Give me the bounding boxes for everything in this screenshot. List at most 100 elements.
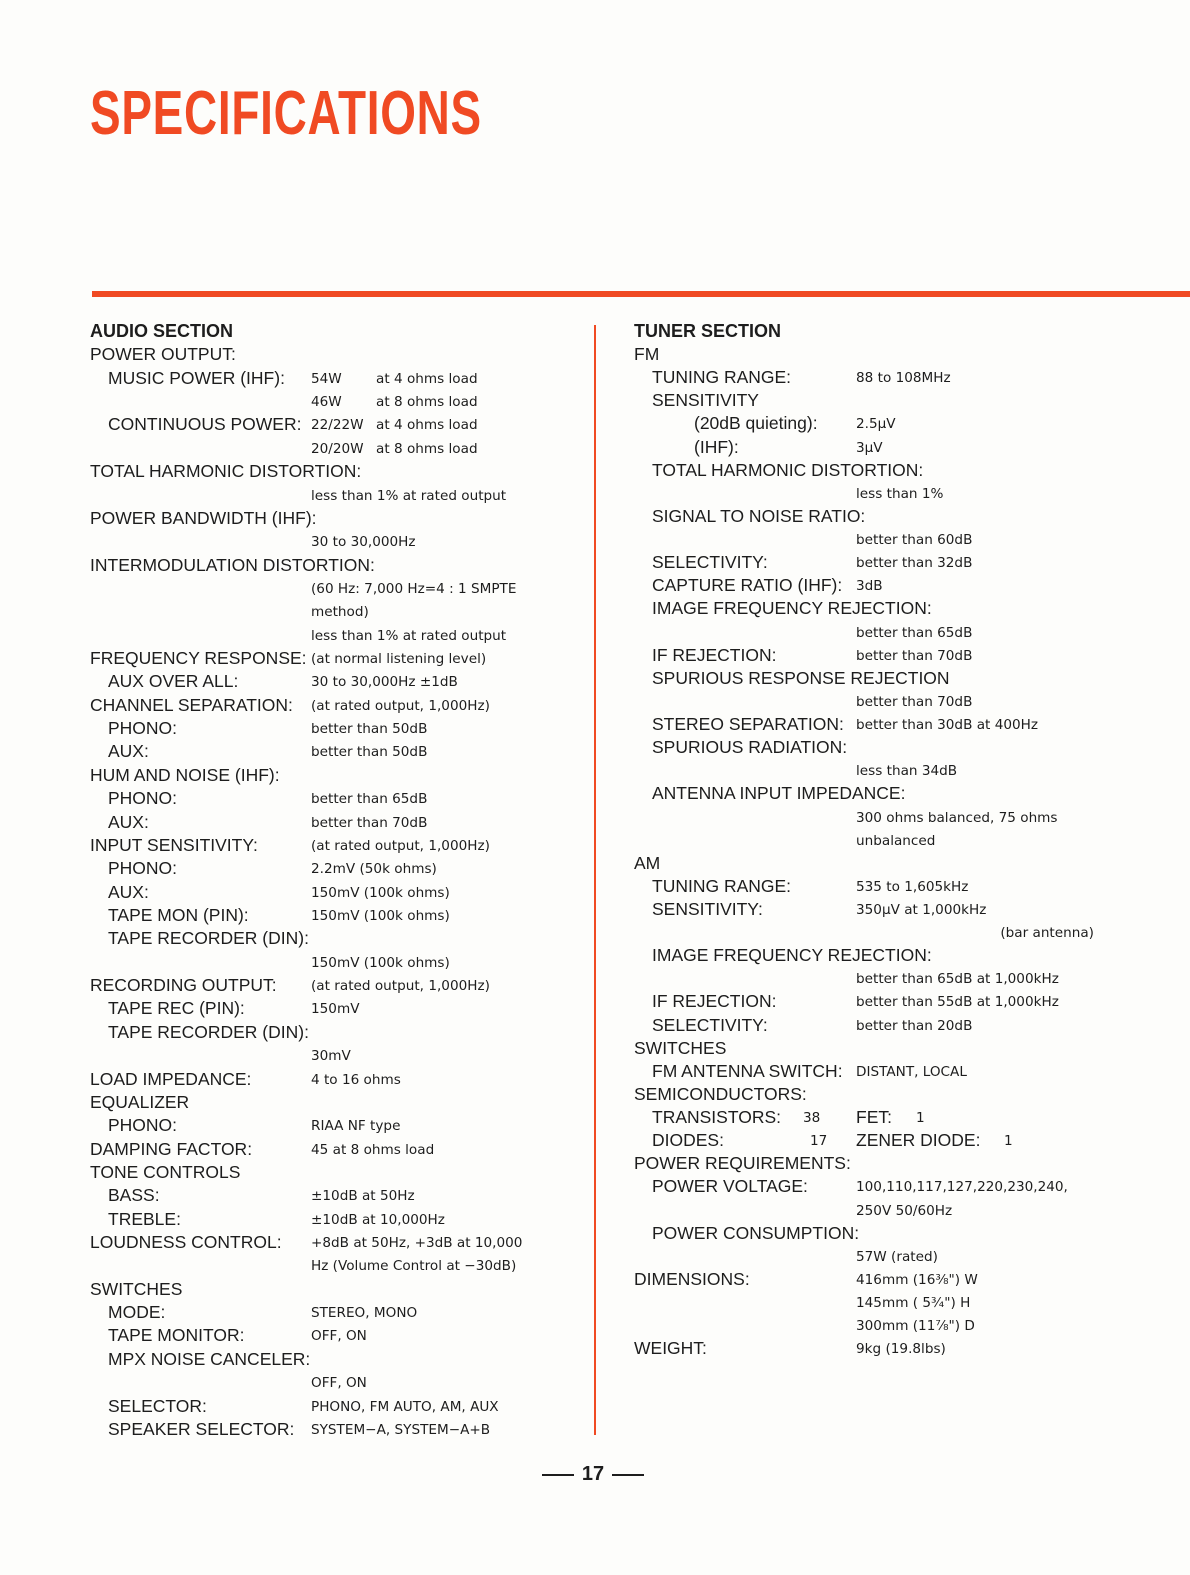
- spec-row: IMAGE FREQUENCY REJECTION:: [634, 596, 1094, 620]
- spec-label: SENSITIVITY: [652, 390, 759, 411]
- spec-label: FREQUENCY RESPONSE:: [90, 648, 307, 669]
- spec-value: better than 30dB at 400Hz: [856, 717, 1038, 734]
- spec-label: IMAGE FREQUENCY REJECTION:: [652, 945, 932, 966]
- spec-value-note: (bar antenna): [1000, 925, 1094, 942]
- page-number-text: 17: [581, 1463, 605, 1485]
- column-divider: [594, 325, 596, 1435]
- spec-value: 100,110,117,127,220,230,240,: [856, 1179, 1068, 1196]
- spec-value: STEREO, MONO: [311, 1305, 418, 1322]
- spec-label: POWER REQUIREMENTS:: [634, 1153, 851, 1174]
- spec-value: 3μV: [856, 439, 883, 456]
- spec-value: (at normal listening level): [311, 651, 487, 668]
- spec-label: WEIGHT:: [634, 1338, 707, 1359]
- spec-label: CONTINUOUS POWER:: [108, 414, 302, 435]
- spec-row: (60 Hz: 7,000 Hz=4 : 1 SMPTE: [90, 576, 590, 600]
- spec-label: SPURIOUS RADIATION:: [652, 737, 848, 758]
- spec-value: less than 1% at rated output: [311, 487, 507, 504]
- spec-label: IF REJECTION:: [652, 991, 777, 1012]
- spec-value: OFF, ON: [311, 1375, 367, 1392]
- spec-value: PHONO, FM AUTO, AM, AUX: [311, 1398, 499, 1415]
- spec-value: less than 1%: [856, 485, 944, 502]
- spec-row: 30 to 30,000Hz: [90, 529, 590, 553]
- spec-row: POWER VOLTAGE: 100,110,117,127,220,230,24…: [634, 1174, 1094, 1198]
- spec-value: 300mm (11⅞") D: [856, 1318, 975, 1335]
- spec-row: SELECTIVITY: better than 20dB: [634, 1013, 1094, 1037]
- spec-row: SEMICONDUCTORS:: [634, 1082, 1094, 1106]
- spec-row: TONE CONTROLS: [90, 1160, 590, 1184]
- spec-row: SELECTOR: PHONO, FM AUTO, AM, AUX: [90, 1394, 590, 1418]
- spec-label: CAPTURE RATIO (IHF):: [652, 575, 843, 596]
- spec-row: AUX: 150mV (100k ohms): [90, 880, 590, 904]
- spec-row: CHANNEL SEPARATION: (at rated output, 1,0…: [90, 693, 590, 717]
- spec-value: 30 to 30,000Hz: [311, 534, 416, 551]
- spec-row: MODE: STEREO, MONO: [90, 1300, 590, 1324]
- spec-label: POWER OUTPUT:: [90, 344, 236, 365]
- spec-value: better than 55dB at 1,000kHz: [856, 994, 1059, 1011]
- spec-value: 145mm ( 5¾") H: [856, 1295, 971, 1312]
- spec-label: TAPE REC (PIN):: [108, 998, 245, 1019]
- spec-row: DIMENSIONS: 416mm (16⅜") W: [634, 1267, 1094, 1291]
- spec-value: better than 65dB: [311, 791, 428, 808]
- spec-label: PHONO:: [108, 718, 178, 739]
- spec-row: TUNING RANGE: 88 to 108MHz: [634, 365, 1094, 389]
- spec-row: AUX: better than 50dB: [90, 739, 590, 763]
- spec-label: INTERMODULATION DISTORTION:: [90, 554, 375, 575]
- spec-row: (IHF): 3μV: [634, 435, 1094, 459]
- spec-value: DISTANT, LOCAL: [856, 1063, 967, 1080]
- spec-label: HUM AND NOISE (IHF):: [90, 764, 280, 785]
- spec-label: POWER VOLTAGE:: [652, 1176, 808, 1197]
- spec-value: 30 to 30,000Hz ±1dB: [311, 674, 458, 691]
- spec-row: TREBLE: ±10dB at 10,000Hz: [90, 1207, 590, 1231]
- spec-label: SPURIOUS RESPONSE REJECTION: [652, 667, 950, 688]
- spec-value: 150mV (100k ohms): [311, 884, 450, 901]
- spec-label: TOTAL HARMONIC DISTORTION:: [90, 461, 362, 482]
- spec-row: TUNING RANGE: 535 to 1,605kHz: [634, 874, 1094, 898]
- spec-row: 300 ohms balanced, 75 ohms: [634, 805, 1094, 829]
- spec-row: PHONO: better than 50dB: [90, 716, 590, 740]
- spec-row: DIODES: 17 ZENER DIODE: 1: [634, 1128, 1094, 1152]
- spec-row: POWER BANDWIDTH (IHF):: [90, 506, 590, 530]
- spec-value: 30mV: [311, 1048, 351, 1065]
- spec-row: POWER REQUIREMENTS:: [634, 1151, 1094, 1175]
- spec-row: SPURIOUS RESPONSE REJECTION: [634, 666, 1094, 690]
- spec-label: CHANNEL SEPARATION:: [90, 694, 293, 715]
- spec-row: better than 70dB: [634, 689, 1094, 713]
- spec-row: (20dB quieting): 2.5μV: [634, 411, 1094, 435]
- spec-row: TAPE RECORDER (DIN):: [90, 926, 590, 950]
- spec-row: TRANSISTORS: 38 FET: 1: [634, 1105, 1094, 1129]
- spec-label: SEMICONDUCTORS:: [634, 1083, 807, 1104]
- spec-row: 145mm ( 5¾") H: [634, 1290, 1094, 1314]
- spec-label: SENSITIVITY:: [652, 899, 763, 919]
- spec-label: TREBLE:: [108, 1208, 181, 1229]
- spec-value-condition: at 8 ohms load: [376, 394, 478, 411]
- spec-row: SIGNAL TO NOISE RATIO:: [634, 504, 1094, 528]
- spec-label: DAMPING FACTOR:: [90, 1138, 253, 1159]
- spec-row: less than 34dB: [634, 758, 1094, 782]
- spec-label: POWER CONSUMPTION:: [652, 1222, 860, 1243]
- spec-row: WEIGHT: 9kg (19.8lbs): [634, 1336, 1094, 1360]
- spec-row: AUX OVER ALL: 30 to 30,000Hz ±1dB: [90, 669, 590, 693]
- spec-row: SENSITIVITY: [634, 388, 1094, 412]
- spec-row: 300mm (11⅞") D: [634, 1313, 1094, 1337]
- spec-label: TOTAL HARMONIC DISTORTION:: [652, 459, 924, 480]
- spec-label: SELECTIVITY:: [652, 1014, 768, 1035]
- spec-label: SELECTOR:: [108, 1395, 207, 1416]
- spec-value: 250V 50/60Hz: [856, 1202, 953, 1219]
- spec-label: EQUALIZER: [90, 1091, 190, 1112]
- spec-value: 150mV (100k ohms): [311, 954, 450, 971]
- spec-row: HUM AND NOISE (IHF):: [90, 763, 590, 787]
- spec-label: IF REJECTION:: [652, 644, 777, 665]
- spec-label: MPX NOISE CANCELER:: [108, 1348, 311, 1369]
- spec-value: 350μV at 1,000kHz: [856, 902, 987, 918]
- spec-row: Hz (Volume Control at −30dB): [90, 1253, 590, 1277]
- spec-label: SPEAKER SELECTOR:: [108, 1418, 295, 1439]
- spec-value: 150mV: [311, 1001, 360, 1018]
- section-heading: TUNER SECTION: [634, 321, 782, 341]
- spec-value: 54W: [311, 370, 342, 387]
- spec-value: 4 to 16 ohms: [311, 1071, 401, 1088]
- spec-count: 1: [1004, 1133, 1013, 1150]
- spec-label: SIGNAL TO NOISE RATIO:: [652, 505, 866, 526]
- spec-label: PHONO:: [108, 788, 178, 809]
- spec-label: AM: [634, 852, 661, 873]
- spec-row: STEREO SEPARATION: better than 30dB at 40…: [634, 712, 1094, 736]
